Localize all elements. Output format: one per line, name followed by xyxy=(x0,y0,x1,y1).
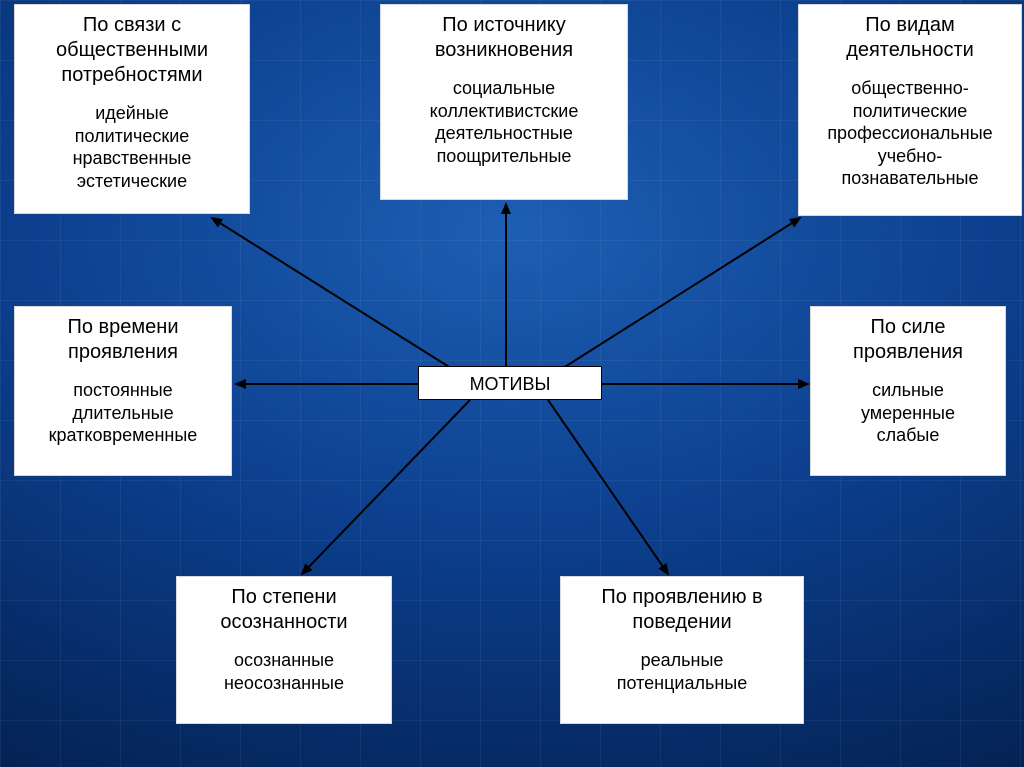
category-item: реальные xyxy=(571,649,793,672)
category-item: слабые xyxy=(821,424,995,447)
category-item: кратковременные xyxy=(25,424,221,447)
category-item: деятельностные xyxy=(391,122,617,145)
category-box-awareness: По степениосознанности осознанныенеосозна… xyxy=(176,576,392,724)
category-title: По силепроявления xyxy=(821,315,995,365)
category-item: поощрительные xyxy=(391,145,617,168)
category-item: потенциальные xyxy=(571,672,793,695)
category-title: По источникувозникновения xyxy=(391,13,617,63)
category-items: реальныепотенциальные xyxy=(571,649,793,694)
category-item: политические xyxy=(25,125,239,148)
category-box-origin-source: По источникувозникновения социальныеколле… xyxy=(380,4,628,200)
category-item: политические xyxy=(809,100,1011,123)
category-item: профессиональные xyxy=(809,122,1011,145)
category-items: сильныеумеренныеслабые xyxy=(821,379,995,447)
category-title: По видамдеятельности xyxy=(809,13,1011,63)
category-item: осознанные xyxy=(187,649,381,672)
category-item: эстетические xyxy=(25,170,239,193)
category-box-activity-types: По видамдеятельности общественно-политиче… xyxy=(798,4,1022,216)
category-box-social-needs: По связи собщественнымипотребностями идей… xyxy=(14,4,250,214)
category-item: неосознанные xyxy=(187,672,381,695)
category-item: длительные xyxy=(25,402,221,425)
category-item: нравственные xyxy=(25,147,239,170)
category-item: постоянные xyxy=(25,379,221,402)
category-items: общественно-политическиепрофессиональные… xyxy=(809,77,1011,190)
slide-stage: По связи собщественнымипотребностями идей… xyxy=(0,0,1024,767)
category-item: учебно- xyxy=(809,145,1011,168)
category-items: социальныеколлективистскиедеятельностные… xyxy=(391,77,617,167)
category-item: идейные xyxy=(25,102,239,125)
category-title: По проявлению вповедении xyxy=(571,585,793,635)
category-box-time-manifestation: По временипроявления постоянныедлительные… xyxy=(14,306,232,476)
category-title: По временипроявления xyxy=(25,315,221,365)
category-items: постоянныедлительныекратковременные xyxy=(25,379,221,447)
category-item: сильные xyxy=(821,379,995,402)
category-item: умеренные xyxy=(821,402,995,425)
category-box-strength: По силепроявления сильныеумеренныеслабые xyxy=(810,306,1006,476)
category-title: По связи собщественнымипотребностями xyxy=(25,13,239,88)
category-title: По степениосознанности xyxy=(187,585,381,635)
category-item: познавательные xyxy=(809,167,1011,190)
center-node: МОТИВЫ xyxy=(418,366,602,400)
category-item: коллективистские xyxy=(391,100,617,123)
category-box-behavior: По проявлению вповедении реальныепотенциа… xyxy=(560,576,804,724)
category-items: осознанныенеосознанные xyxy=(187,649,381,694)
category-item: социальные xyxy=(391,77,617,100)
category-items: идейныеполитическиенравственныеэстетичес… xyxy=(25,102,239,192)
category-item: общественно- xyxy=(809,77,1011,100)
center-label: МОТИВЫ xyxy=(470,374,551,394)
